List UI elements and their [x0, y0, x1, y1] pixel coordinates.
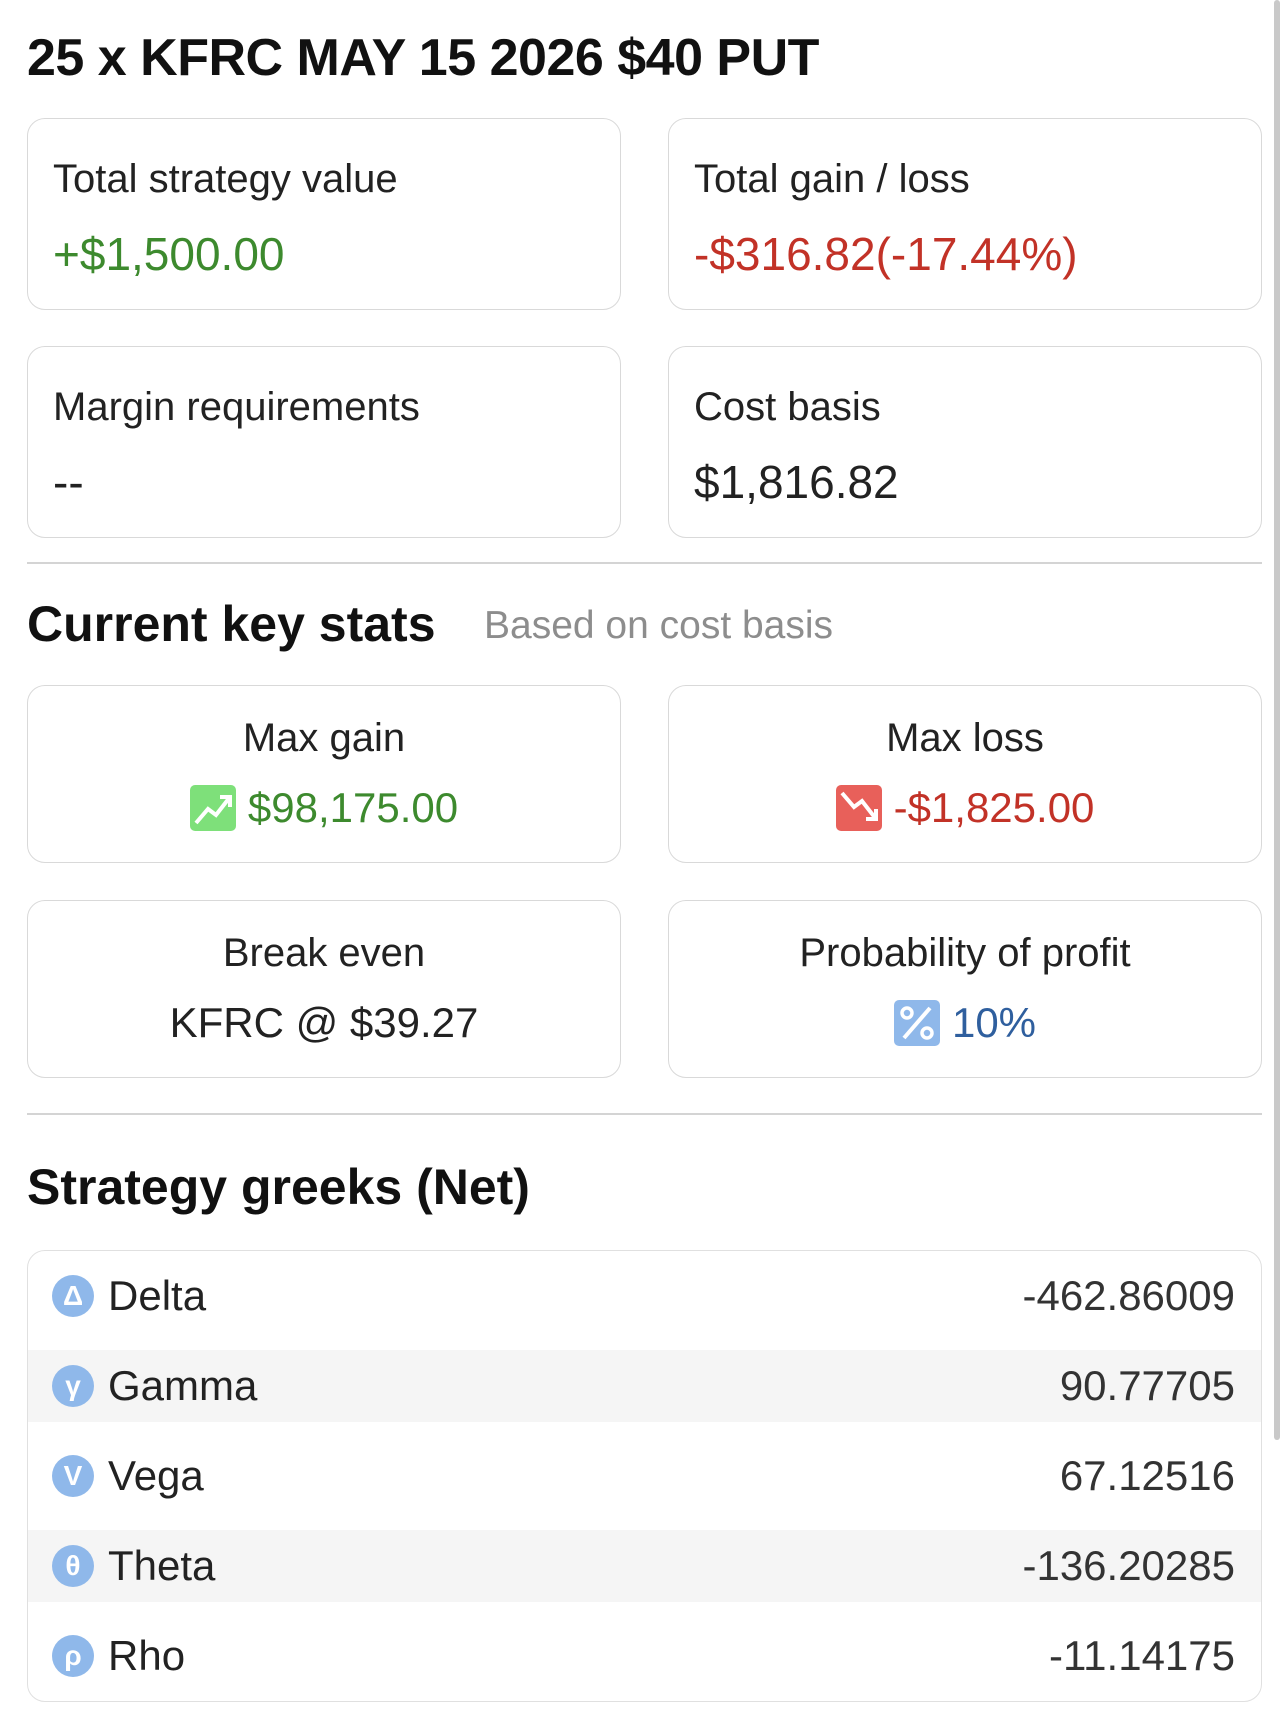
greek-name: Theta [108, 1542, 216, 1589]
max-loss-label: Max loss [886, 716, 1044, 760]
greek-value: 90.77705 [1059, 1362, 1235, 1409]
gamma-icon: γ [52, 1365, 94, 1407]
total-strategy-value-card: Total strategy value +$1,500.00 [27, 118, 621, 310]
greek-row-delta: Δ Delta -462.86009 [28, 1260, 1261, 1332]
total-gain-loss-label: Total gain / loss [694, 157, 970, 201]
cost-basis-card: Cost basis $1,816.82 [668, 346, 1262, 538]
greek-row-theta: θ Theta -136.20285 [28, 1530, 1261, 1602]
greeks-title: Strategy greeks (Net) [27, 1159, 530, 1215]
probability-of-profit-value: 10% [951, 999, 1037, 1046]
section-divider [27, 1113, 1262, 1115]
greek-name: Delta [108, 1272, 207, 1319]
total-gain-loss-card: Total gain / loss -$316.82(-17.44%) [668, 118, 1262, 310]
section-divider [27, 562, 1262, 564]
cost-basis-label: Cost basis [694, 385, 881, 429]
greek-value: -462.86009 [1022, 1272, 1235, 1319]
delta-icon: Δ [52, 1275, 94, 1317]
max-loss-value-row: -$1,825.00 [669, 784, 1261, 832]
trend-up-icon [189, 785, 236, 831]
greek-value: -136.20285 [1022, 1542, 1235, 1589]
total-strategy-value-label: Total strategy value [53, 157, 398, 201]
max-gain-label: Max gain [242, 716, 406, 760]
key-stats-subtitle: Based on cost basis [484, 604, 834, 647]
theta-icon: θ [52, 1545, 94, 1587]
margin-requirements-label: Margin requirements [53, 385, 420, 429]
trend-down-icon [835, 785, 882, 831]
max-loss-card: Max loss -$1,825.00 [668, 685, 1262, 863]
vega-icon: V [52, 1455, 94, 1497]
total-strategy-value: +$1,500.00 [53, 228, 285, 280]
greek-name: Gamma [108, 1362, 258, 1409]
greek-name: Rho [108, 1632, 186, 1679]
break-even-card: Break even KFRC @ $39.27 [27, 900, 621, 1078]
break-even-value: KFRC @ $39.27 [169, 999, 479, 1046]
margin-requirements-value: -- [53, 456, 84, 508]
max-loss-value: -$1,825.00 [893, 784, 1095, 831]
greek-value: -11.14175 [1048, 1632, 1235, 1679]
probability-of-profit-label: Probability of profit [799, 931, 1131, 975]
margin-requirements-card: Margin requirements -- [27, 346, 621, 538]
greeks-table: Δ Delta -462.86009 γ Gamma 90.77705 V Ve… [27, 1250, 1262, 1702]
percent-icon [893, 1000, 940, 1046]
greek-row-rho: ρ Rho -11.14175 [28, 1620, 1261, 1692]
key-stats-title: Current key stats [27, 596, 436, 652]
greek-row-gamma: γ Gamma 90.77705 [28, 1350, 1261, 1422]
greek-value: 67.12516 [1059, 1452, 1235, 1499]
total-gain-loss-value: -$316.82(-17.44%) [694, 228, 1078, 280]
greek-name: Vega [108, 1452, 204, 1499]
scrollbar[interactable] [1274, 0, 1280, 1440]
rho-icon: ρ [52, 1635, 94, 1677]
max-gain-value: $98,175.00 [247, 784, 459, 831]
probability-of-profit-row: 10% [669, 999, 1261, 1047]
max-gain-card: Max gain $98,175.00 [27, 685, 621, 863]
max-gain-value-row: $98,175.00 [28, 784, 620, 832]
cost-basis-value: $1,816.82 [694, 456, 899, 508]
greek-row-vega: V Vega 67.12516 [28, 1440, 1261, 1512]
break-even-label: Break even [222, 931, 426, 975]
probability-of-profit-card: Probability of profit 10% [668, 900, 1262, 1078]
position-title: 25 x KFRC MAY 15 2026 $40 PUT [27, 29, 819, 87]
